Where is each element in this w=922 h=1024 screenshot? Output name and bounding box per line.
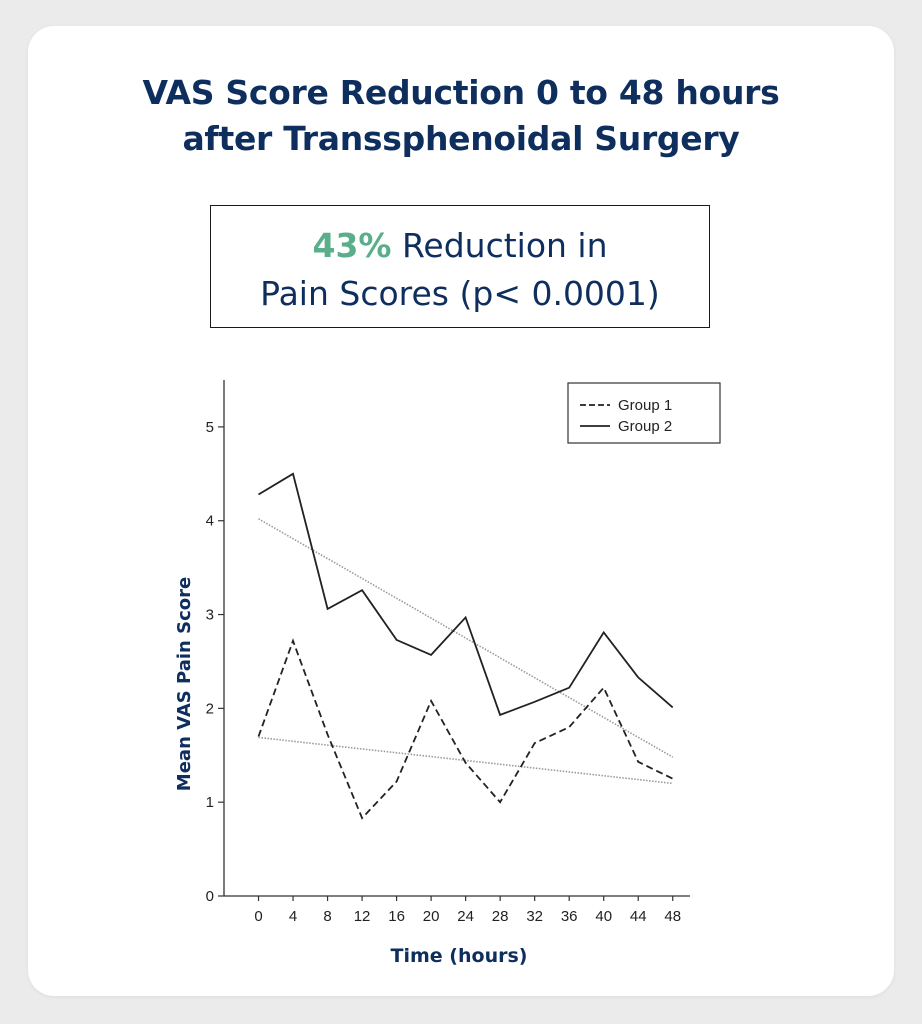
trendline-2 <box>258 518 674 758</box>
x-tick-label: 36 <box>561 908 578 925</box>
trendline-1 <box>258 736 673 785</box>
x-tick-label: 24 <box>457 908 474 925</box>
x-tick-label: 48 <box>664 908 681 925</box>
x-tick-label: 32 <box>526 908 543 925</box>
callout-text-2: Pain Scores (p< 0.0001) <box>260 274 660 313</box>
y-tick-label: 5 <box>206 419 214 436</box>
y-tick-label: 2 <box>206 700 214 717</box>
y-tick-label: 3 <box>206 607 214 624</box>
legend-label-group-2: Group 2 <box>618 418 672 435</box>
title-line-2: after Transsphenoidal Surgery <box>182 119 740 158</box>
y-axis-label: Mean VAS Pain Score <box>174 577 195 791</box>
reduction-callout: 43% Reduction in Pain Scores (p< 0.0001) <box>210 205 710 328</box>
y-tick-label: 0 <box>206 888 214 905</box>
x-tick-label: 20 <box>423 908 440 925</box>
title-line-1: VAS Score Reduction 0 to 48 hours <box>142 73 780 112</box>
x-tick-label: 0 <box>254 908 262 925</box>
x-tick-label: 4 <box>289 908 297 925</box>
series-line-group-2 <box>258 472 674 717</box>
card <box>28 26 894 996</box>
chart-title: VAS Score Reduction 0 to 48 hours after … <box>0 70 922 162</box>
series-line-group-1 <box>257 638 674 820</box>
x-tick-label: 40 <box>595 908 612 925</box>
y-tick-label: 4 <box>206 513 214 530</box>
callout-line-1: 43% Reduction in <box>211 222 709 270</box>
x-tick-label: 16 <box>388 908 405 925</box>
callout-percent: 43% <box>312 226 392 265</box>
y-tick-label: 1 <box>206 794 214 811</box>
legend-label-group-1: Group 1 <box>618 397 672 414</box>
x-tick-label: 44 <box>630 908 647 925</box>
x-axis-label: Time (hours) <box>391 945 528 967</box>
legend-box <box>567 382 721 444</box>
x-tick-label: 8 <box>323 908 331 925</box>
callout-text-1: Reduction in <box>391 226 608 265</box>
x-tick-label: 12 <box>354 908 371 925</box>
x-tick-label: 28 <box>492 908 509 925</box>
